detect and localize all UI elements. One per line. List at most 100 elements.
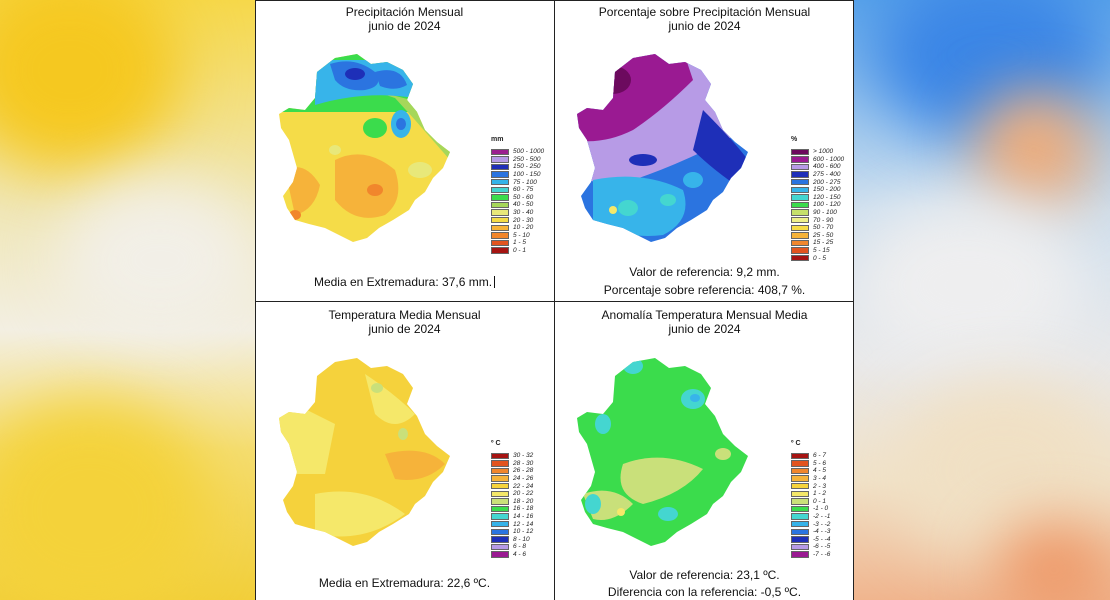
legend-entry: 250 - 500 [491,156,544,164]
legend-swatch [791,498,809,505]
legend-swatch [491,186,509,193]
legend-swatch [491,498,509,505]
legend-label: > 1000 [813,148,834,156]
legend-swatch [791,178,809,186]
legend-label: 5 - 10 [513,231,530,239]
legend-entry: 0 - 1 [791,498,830,506]
precipitation-legend: mm 500 - 1000 250 - 500 150 - 250 100 - 150… [491,136,544,254]
legend-label: 70 - 90 [813,216,834,224]
legend-swatch [491,224,509,231]
legend-swatch [791,452,809,459]
precipitation-map-cell: Precipitación Mensual junio de 2024 [255,0,554,300]
legend-entry: 275 - 400 [791,171,844,179]
legend-swatch [791,254,809,262]
legend-label: 10 - 20 [513,224,534,232]
legend-swatch [791,528,809,535]
legend-swatch [791,505,809,513]
legend-swatch [791,482,809,490]
legend-entry: 200 - 275 [791,178,844,186]
legend-swatch [791,551,809,558]
legend-label: 28 - 30 [513,459,534,467]
legend-swatch [491,156,509,163]
legend-swatch [491,543,509,551]
legend-swatch [491,163,509,171]
precipitation-map [279,54,450,242]
anomaly-title-line2: junio de 2024 [668,322,741,336]
legend-entry: -6 - -5 [791,543,830,551]
temperature-map-cell: Temperatura Media Mensual junio de 2024 … [255,302,554,600]
precipitation-mean-text: Media en Extremadura: 37,6 mm. [313,275,493,289]
legend-swatch [791,216,809,224]
legend-label: -1 - 0 [813,505,829,513]
legend-label: -3 - -2 [813,520,831,528]
climate-maps-panel: Precipitación Mensual junio de 2024 [255,0,854,600]
legend-label: 90 - 100 [813,209,837,217]
legend-label: 30 - 32 [513,452,534,460]
legend-entry: 28 - 30 [491,460,533,468]
panel-divider-vertical [554,0,555,600]
anomaly-title: Anomalía Temperatura Mensual Media junio… [555,308,854,336]
legend-label: 50 - 60 [513,193,534,201]
legend-label: 14 - 16 [513,513,534,521]
percentage-title-line2: junio de 2024 [668,19,741,33]
anomaly-title-line1: Anomalía Temperatura Mensual Media [601,308,808,322]
legend-entry: 30 - 40 [491,209,544,217]
temperature-map [279,358,450,546]
legend-swatch [491,232,509,239]
legend-swatch [791,520,809,528]
percentage-title: Porcentaje sobre Precipitación Mensual j… [555,5,854,33]
legend-swatch [791,171,809,178]
legend-label: 3 - 4 [813,475,827,483]
legend-label: 6 - 7 [813,452,827,460]
legend-swatch [491,513,509,520]
anomaly-legend-unit: º C [791,440,801,447]
precipitation-title-line2: junio de 2024 [368,19,441,33]
legend-label: 15 - 25 [813,239,834,247]
legend-label: 1 - 5 [513,239,527,247]
legend-entry: 120 - 150 [791,194,844,202]
legend-label: 400 - 600 [813,163,841,171]
legend-label: 2 - 3 [813,482,827,490]
legend-label: 12 - 14 [513,520,534,528]
legend-swatch [491,505,509,513]
legend-label: 200 - 275 [813,178,841,186]
temperature-anomaly-map [577,358,748,546]
anomaly-caption-difference: Diferencia con la referencia: -0,5 ºC. [607,585,802,599]
legend-entry: 6 - 7 [791,452,830,460]
legend-swatch [491,528,509,535]
legend-entry: 60 - 75 [491,186,544,194]
temperature-caption: Media en Extremadura: 22,6 ºC. [318,576,491,590]
legend-swatch [791,536,809,543]
legend-label: 4 - 6 [513,551,527,559]
text-cursor [494,276,496,288]
legend-label: 250 - 500 [513,155,541,163]
legend-entry: -3 - -2 [791,520,830,528]
legend-entry: 150 - 200 [791,186,844,194]
legend-entry: -5 - -4 [791,536,830,544]
temperature-legend: º C 30 - 32 28 - 30 26 - 28 24 - 26 22 - 24 2… [491,440,533,558]
legend-entry: 75 - 100 [491,178,544,186]
legend-label: 600 - 1000 [813,155,845,163]
legend-swatch [491,467,509,475]
legend-swatch [791,490,809,497]
legend-entry: 12 - 14 [491,520,533,528]
precipitation-legend-unit: mm [491,136,504,143]
legend-swatch [491,490,509,497]
legend-entry: 1 - 5 [491,239,544,247]
legend-label: 120 - 150 [813,193,841,201]
legend-label: -6 - -5 [813,543,831,551]
percentage-title-line1: Porcentaje sobre Precipitación Mensual [598,5,811,19]
legend-swatch [791,186,809,193]
legend-swatch [491,171,509,178]
temperature-title-line1: Temperatura Media Mensual [328,308,481,322]
legend-swatch [491,520,509,528]
precipitation-percentage-map-cell: Porcentaje sobre Precipitación Mensual j… [555,0,854,300]
legend-label: 30 - 40 [513,209,534,217]
legend-label: 0 - 1 [513,247,527,255]
legend-swatch [791,247,809,254]
legend-swatch [491,452,509,459]
legend-swatch [791,239,809,247]
legend-entry: 10 - 20 [491,224,544,232]
legend-swatch [791,513,809,520]
legend-swatch [491,216,509,224]
